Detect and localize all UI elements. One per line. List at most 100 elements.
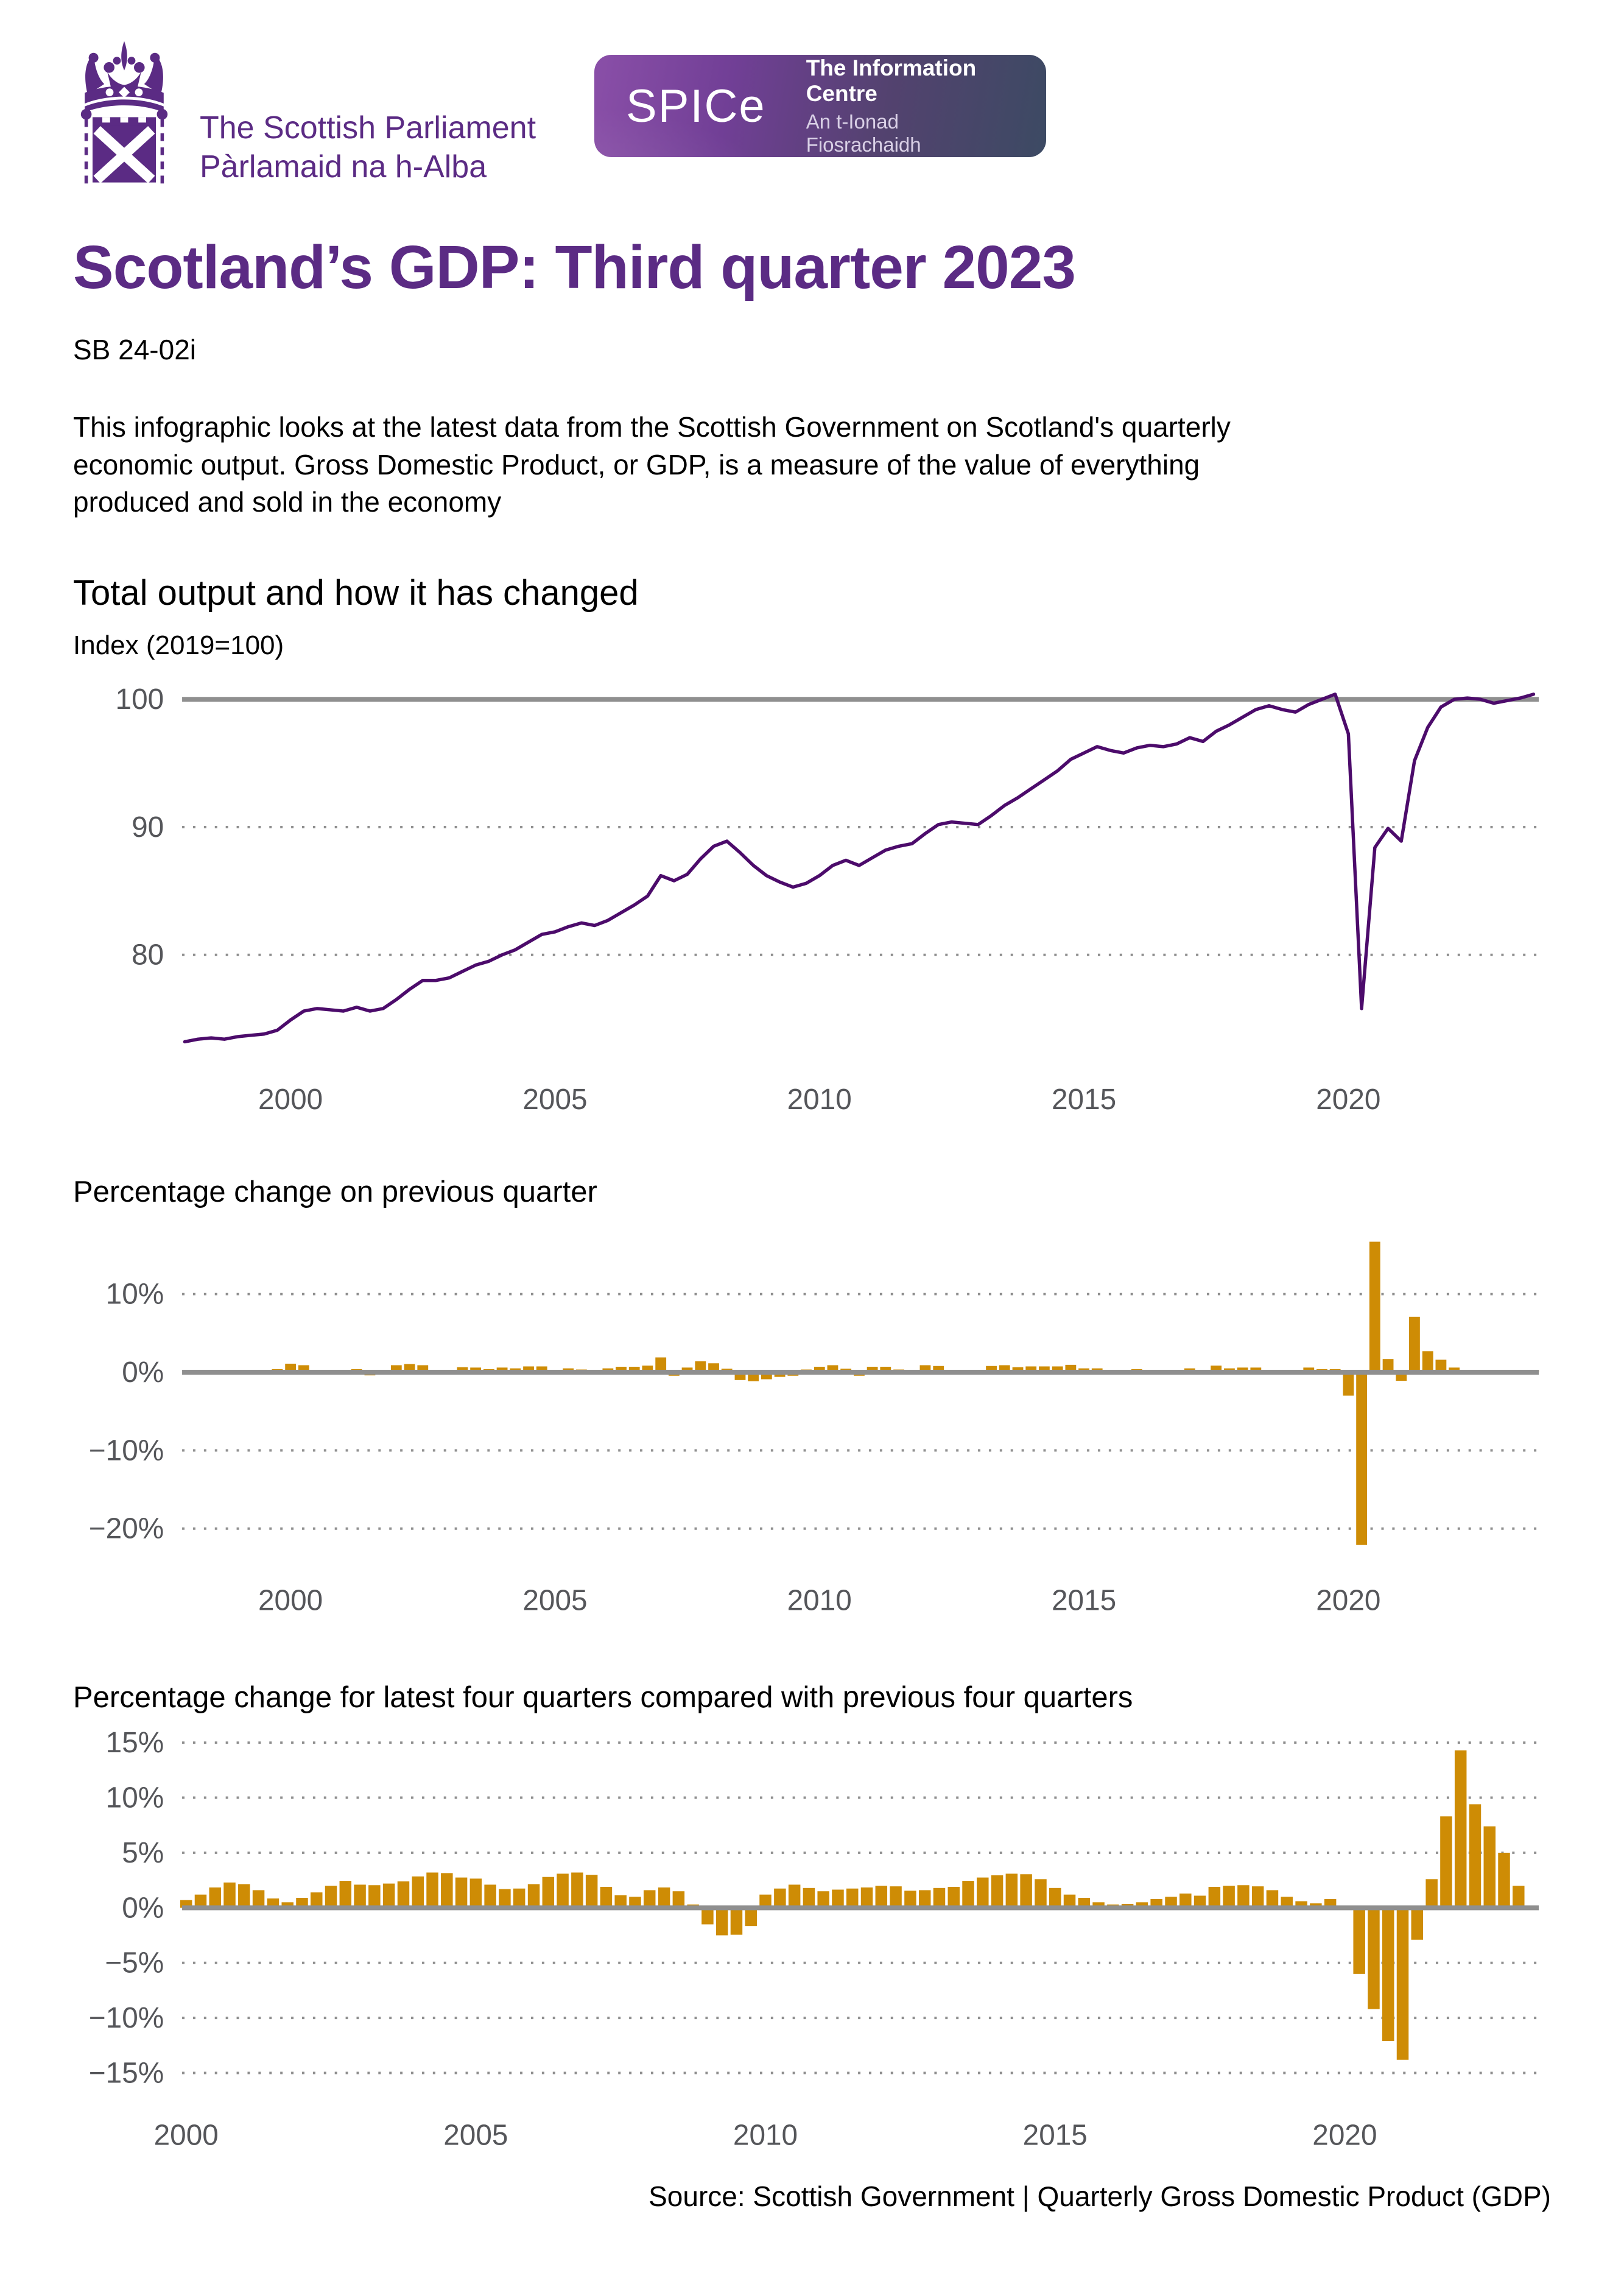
y-tick-label: 10%: [106, 1278, 164, 1310]
bar: [890, 1886, 902, 1908]
bar: [1251, 1886, 1264, 1908]
bar: [311, 1892, 323, 1908]
x-tick-label: 2000: [258, 1584, 323, 1616]
bar: [1035, 1879, 1047, 1908]
chart3-title: Percentage change for latest four quarte…: [73, 1681, 1133, 1715]
y-tick-label: −15%: [89, 2057, 164, 2090]
bar: [962, 1881, 974, 1908]
bar: [1411, 1908, 1424, 1940]
bar: [846, 1888, 859, 1908]
bar: [817, 1891, 829, 1908]
bar: [1382, 1908, 1394, 2042]
bar: [325, 1886, 337, 1908]
bar: [814, 1366, 825, 1372]
bar: [1369, 1241, 1380, 1372]
bar: [614, 1895, 627, 1908]
bar: [469, 1878, 482, 1908]
bar: [977, 1877, 989, 1908]
bar: [585, 1875, 598, 1908]
gdp-index-line-chart: 100 90 80 2000 2005 2010 2015 2020: [73, 666, 1551, 1126]
bar: [701, 1908, 714, 1925]
bar: [1223, 1886, 1235, 1908]
bar: [499, 1889, 511, 1908]
bar: [281, 1902, 294, 1908]
bar: [866, 1366, 878, 1372]
bar: [774, 1888, 786, 1908]
x-tick-label: 2005: [443, 2119, 508, 2151]
x-tick-label: 2000: [154, 2119, 219, 2151]
bar: [455, 1877, 468, 1908]
bar: [1092, 1902, 1105, 1908]
bar: [715, 1908, 728, 1936]
bar: [296, 1898, 308, 1908]
bar: [642, 1365, 653, 1372]
bar: [1356, 1372, 1368, 1545]
bar: [441, 1873, 453, 1908]
page-title: Scotland’s GDP: Third quarter 2023: [73, 233, 1076, 301]
bar: [1343, 1372, 1354, 1396]
y-tick-label: −10%: [89, 2002, 164, 2034]
bar: [730, 1908, 743, 1935]
bar: [523, 1366, 534, 1372]
bar: [1368, 1908, 1380, 2009]
y-tick-label: 0%: [122, 1892, 164, 1924]
bar: [1454, 1750, 1467, 1908]
bar: [1422, 1351, 1433, 1372]
chart1-title: Total output and how it has changed: [73, 573, 639, 613]
source-note: Source: Scottish Government | Quarterly …: [649, 2180, 1551, 2213]
bar: [1237, 1885, 1250, 1908]
quarter-change-bar-chart: 10% 0% −10% −20% 2000 2005 2010 2015 2020: [73, 1214, 1551, 1632]
y-tick-label: 0%: [122, 1356, 164, 1389]
bar: [1409, 1316, 1420, 1372]
bar: [1498, 1853, 1510, 1908]
bar: [1440, 1816, 1452, 1908]
x-tick-label: 2020: [1316, 1584, 1380, 1616]
bar: [298, 1365, 309, 1372]
y-tick-label: −5%: [105, 1947, 164, 1979]
bar: [238, 1884, 250, 1908]
x-tick-label: 2010: [733, 2119, 798, 2151]
bar: [1136, 1902, 1148, 1908]
section-total-output: Total output and how it has changed Inde…: [73, 573, 1551, 1126]
bar: [339, 1881, 352, 1908]
gdp-index-line: [183, 692, 1536, 1043]
bar: [1211, 1365, 1222, 1372]
gdp-index-svg: 100 90 80 2000 2005 2010 2015 2020: [116, 683, 1539, 1116]
bar: [1425, 1879, 1438, 1908]
header: The Scottish Parliament Pàrlamaid na h-A…: [73, 34, 1551, 200]
y-tick-label: 10%: [106, 1782, 164, 1814]
x-tick-label: 2015: [1052, 1084, 1116, 1116]
bar: [761, 1372, 772, 1380]
x-tick-label: 2010: [787, 1084, 852, 1116]
y-tick-label: 15%: [106, 1727, 164, 1759]
bar: [1063, 1894, 1076, 1908]
four-quarter-change-svg: 15% 10% 5% 0% −5% −10% −15% 2000 2005 2010 2015 202…: [89, 1727, 1539, 2151]
bar: [803, 1887, 815, 1908]
bar: [426, 1872, 438, 1908]
bar: [1483, 1826, 1496, 1908]
bar: [252, 1890, 265, 1908]
bar: [947, 1887, 960, 1908]
bar: [629, 1897, 641, 1908]
bar: [919, 1365, 931, 1372]
spice-centre-name-gaelic: An t-Ionad Fiosrachaidh: [806, 110, 921, 156]
bar: [1020, 1874, 1032, 1908]
bar: [643, 1890, 656, 1908]
bar: [658, 1887, 670, 1908]
bar: [1353, 1908, 1365, 1974]
y-tick-label: 90: [132, 811, 164, 844]
bar: [571, 1872, 583, 1908]
bar: [397, 1881, 410, 1908]
bar: [860, 1887, 873, 1908]
x-tick-label: 2020: [1316, 1084, 1380, 1116]
bar: [536, 1366, 547, 1372]
bar: [484, 1884, 496, 1908]
bar: [918, 1890, 931, 1908]
bar: [695, 1361, 706, 1372]
bar: [1052, 1366, 1063, 1372]
bar: [1281, 1897, 1293, 1908]
bar: [832, 1889, 844, 1908]
x-tick-label: 2005: [522, 1584, 587, 1616]
y-tick-label: −20%: [89, 1512, 164, 1545]
